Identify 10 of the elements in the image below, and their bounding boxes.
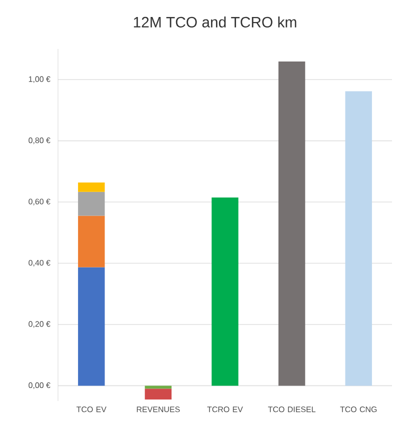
bar: [144, 386, 172, 389]
bar: [212, 197, 238, 386]
bar: [78, 192, 105, 216]
bar: [278, 62, 306, 386]
bar: [345, 91, 372, 386]
chart-title: 12M TCO and TCRO km: [134, 16, 296, 28]
bar: [78, 267, 105, 386]
bar: [78, 216, 105, 268]
bar: [78, 182, 105, 192]
bar: [144, 388, 172, 400]
